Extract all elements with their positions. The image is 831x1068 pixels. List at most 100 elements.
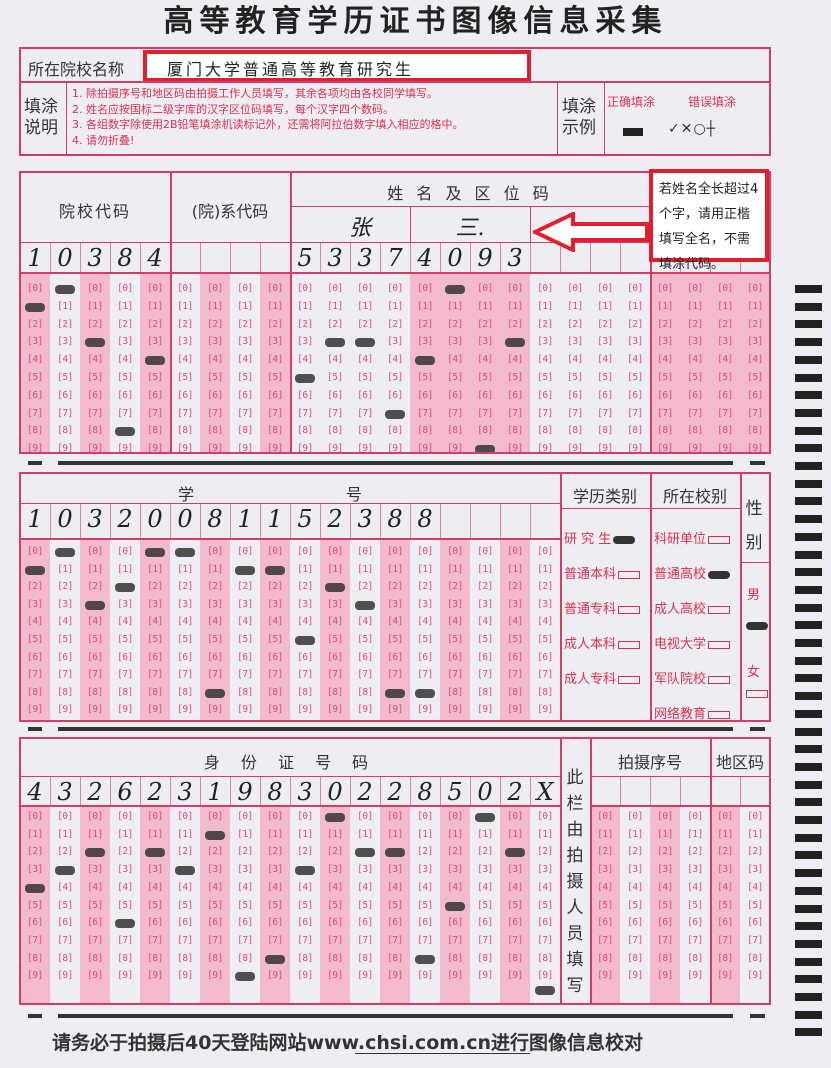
answer-bubble[interactable]: [2] (447, 581, 463, 593)
answer-bubble[interactable]: [7] (327, 407, 343, 419)
answer-bubble[interactable]: [5] (177, 899, 193, 911)
answer-bubble[interactable]: [8] (327, 686, 343, 698)
school-type-checkbox[interactable] (708, 535, 731, 544)
answer-bubble[interactable]: [6] (237, 651, 253, 663)
answer-bubble[interactable]: [1] (147, 300, 163, 312)
answer-bubble[interactable]: [3] (207, 598, 223, 610)
answer-bubble[interactable]: [4] (87, 354, 103, 366)
answer-bubble[interactable]: [6] (627, 917, 643, 929)
answer-bubble[interactable]: [4] (387, 881, 403, 893)
answer-bubble[interactable]: [6] (177, 917, 193, 929)
answer-bubble[interactable]: [8] (147, 952, 163, 964)
filled-bubble[interactable] (25, 302, 45, 312)
answer-bubble[interactable]: [3] (477, 336, 493, 348)
answer-bubble[interactable]: [4] (597, 354, 613, 366)
answer-bubble[interactable]: [3] (477, 598, 493, 610)
answer-bubble[interactable]: [6] (747, 389, 763, 401)
answer-bubble[interactable]: [5] (327, 634, 343, 645)
answer-bubble[interactable]: [0] (27, 811, 43, 822)
filled-bubble[interactable] (295, 866, 315, 876)
answer-bubble[interactable]: [7] (237, 934, 253, 946)
answer-bubble[interactable]: [2] (537, 318, 553, 330)
answer-bubble[interactable]: [1] (387, 563, 403, 575)
answer-bubble[interactable]: [5] (717, 899, 733, 911)
answer-bubble[interactable]: [1] (507, 300, 523, 312)
answer-bubble[interactable]: [4] (207, 354, 223, 366)
answer-bubble[interactable]: [8] (147, 425, 163, 437)
answer-bubble[interactable]: [8] (537, 425, 553, 437)
answer-bubble[interactable]: [3] (507, 864, 523, 876)
answer-bubble[interactable]: [6] (27, 389, 43, 401)
answer-bubble[interactable]: [0] (387, 283, 403, 294)
answer-bubble[interactable]: [2] (357, 581, 373, 593)
answer-bubble[interactable]: [3] (477, 864, 493, 876)
answer-bubble[interactable]: [1] (327, 563, 343, 575)
answer-bubble[interactable]: [9] (27, 970, 43, 982)
answer-bubble[interactable]: [6] (357, 651, 373, 663)
answer-bubble[interactable]: [2] (87, 581, 103, 593)
degree-option[interactable]: 普通专科 (564, 598, 641, 617)
answer-bubble[interactable]: [9] (237, 704, 253, 716)
answer-bubble[interactable]: [2] (477, 846, 493, 858)
answer-bubble[interactable]: [3] (747, 864, 763, 876)
answer-bubble[interactable]: [5] (657, 372, 673, 383)
answer-bubble[interactable]: [5] (87, 372, 103, 383)
answer-bubble[interactable]: [6] (117, 389, 133, 401)
answer-bubble[interactable]: [2] (657, 846, 673, 858)
answer-bubble[interactable]: [9] (387, 443, 403, 455)
answer-bubble[interactable]: [6] (177, 389, 193, 401)
answer-bubble[interactable]: [0] (657, 283, 673, 294)
answer-bubble[interactable]: [5] (537, 372, 553, 383)
answer-bubble[interactable]: [3] (597, 864, 613, 876)
answer-bubble[interactable]: [2] (507, 318, 523, 330)
filled-bubble[interactable] (445, 285, 465, 294)
answer-bubble[interactable]: [2] (297, 581, 313, 593)
answer-bubble[interactable]: [0] (297, 546, 313, 557)
answer-bubble[interactable]: [0] (507, 546, 523, 557)
degree-checkbox[interactable] (618, 640, 641, 649)
answer-bubble[interactable]: [0] (117, 283, 133, 294)
answer-bubble[interactable]: [7] (507, 407, 523, 419)
answer-bubble[interactable]: [3] (507, 598, 523, 610)
answer-bubble[interactable]: [0] (477, 546, 493, 557)
answer-bubble[interactable]: [7] (117, 669, 133, 681)
answer-bubble[interactable]: [9] (267, 443, 283, 455)
answer-bubble[interactable]: [3] (657, 336, 673, 348)
answer-bubble[interactable]: [1] (447, 828, 463, 840)
answer-bubble[interactable]: [2] (237, 581, 253, 593)
answer-bubble[interactable]: [4] (507, 881, 523, 893)
answer-bubble[interactable]: [6] (297, 651, 313, 663)
answer-bubble[interactable]: [9] (177, 443, 193, 455)
answer-bubble[interactable]: [2] (417, 581, 433, 593)
answer-bubble[interactable]: [7] (237, 407, 253, 419)
answer-bubble[interactable]: [2] (117, 318, 133, 330)
answer-bubble[interactable]: [5] (477, 372, 493, 383)
filled-bubble[interactable] (355, 600, 375, 610)
answer-bubble[interactable]: [6] (297, 389, 313, 401)
filled-bubble[interactable] (145, 848, 165, 858)
answer-bubble[interactable]: [0] (177, 811, 193, 822)
answer-bubble[interactable]: [6] (657, 389, 673, 401)
answer-bubble[interactable]: [2] (747, 318, 763, 330)
answer-bubble[interactable]: [2] (207, 318, 223, 330)
answer-bubble[interactable]: [1] (117, 563, 133, 575)
answer-bubble[interactable]: [9] (597, 970, 613, 982)
answer-bubble[interactable]: [4] (237, 354, 253, 366)
answer-bubble[interactable]: [0] (627, 811, 643, 822)
answer-bubble[interactable]: [6] (87, 651, 103, 663)
answer-bubble[interactable]: [7] (147, 934, 163, 946)
answer-bubble[interactable]: [0] (27, 546, 43, 557)
answer-bubble[interactable]: [6] (327, 389, 343, 401)
answer-bubble[interactable]: [8] (27, 952, 43, 964)
answer-bubble[interactable]: [2] (237, 846, 253, 858)
answer-bubble[interactable]: [2] (477, 318, 493, 330)
answer-bubble[interactable]: [0] (717, 283, 733, 294)
answer-bubble[interactable]: [9] (147, 704, 163, 716)
answer-bubble[interactable]: [6] (567, 389, 583, 401)
answer-bubble[interactable]: [5] (507, 899, 523, 911)
answer-bubble[interactable]: [5] (537, 899, 553, 911)
answer-bubble[interactable]: [6] (207, 917, 223, 929)
answer-bubble[interactable]: [6] (717, 917, 733, 929)
school-name-field[interactable]: 厦门大学普通高等教育研究生 (143, 50, 531, 82)
answer-bubble[interactable]: [6] (687, 389, 703, 401)
